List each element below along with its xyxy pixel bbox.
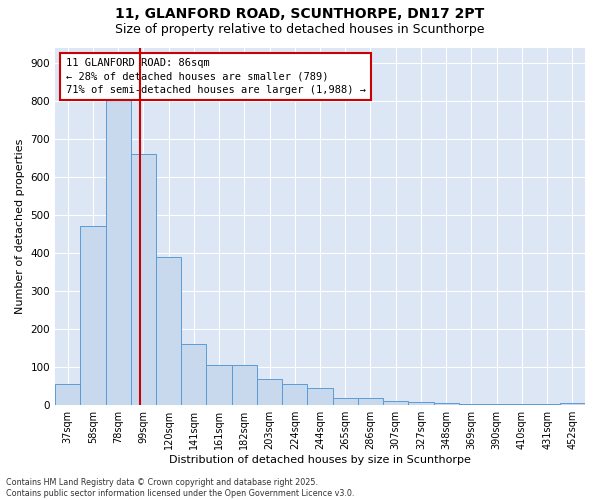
Text: 11 GLANFORD ROAD: 86sqm
← 28% of detached houses are smaller (789)
71% of semi-d: 11 GLANFORD ROAD: 86sqm ← 28% of detache… [65, 58, 365, 94]
Bar [181, 344, 206, 405]
Bar [156, 257, 181, 405]
Bar [484, 404, 509, 405]
Bar [535, 404, 560, 405]
Bar [332, 398, 358, 405]
Bar [358, 398, 383, 405]
Bar [383, 402, 409, 405]
Bar [55, 384, 80, 405]
Bar [80, 226, 106, 405]
Bar [131, 154, 156, 405]
X-axis label: Distribution of detached houses by size in Scunthorpe: Distribution of detached houses by size … [169, 455, 471, 465]
Y-axis label: Number of detached properties: Number of detached properties [15, 138, 25, 314]
Bar [434, 404, 459, 405]
Bar [560, 404, 585, 405]
Bar [257, 378, 282, 405]
Text: Size of property relative to detached houses in Scunthorpe: Size of property relative to detached ho… [115, 22, 485, 36]
Text: 11, GLANFORD ROAD, SCUNTHORPE, DN17 2PT: 11, GLANFORD ROAD, SCUNTHORPE, DN17 2PT [115, 8, 485, 22]
Bar [307, 388, 332, 405]
Bar [509, 404, 535, 405]
Bar [206, 366, 232, 405]
Bar [409, 402, 434, 405]
Text: Contains HM Land Registry data © Crown copyright and database right 2025.
Contai: Contains HM Land Registry data © Crown c… [6, 478, 355, 498]
Bar [282, 384, 307, 405]
Bar [459, 404, 484, 405]
Bar [232, 366, 257, 405]
Bar [106, 86, 131, 405]
